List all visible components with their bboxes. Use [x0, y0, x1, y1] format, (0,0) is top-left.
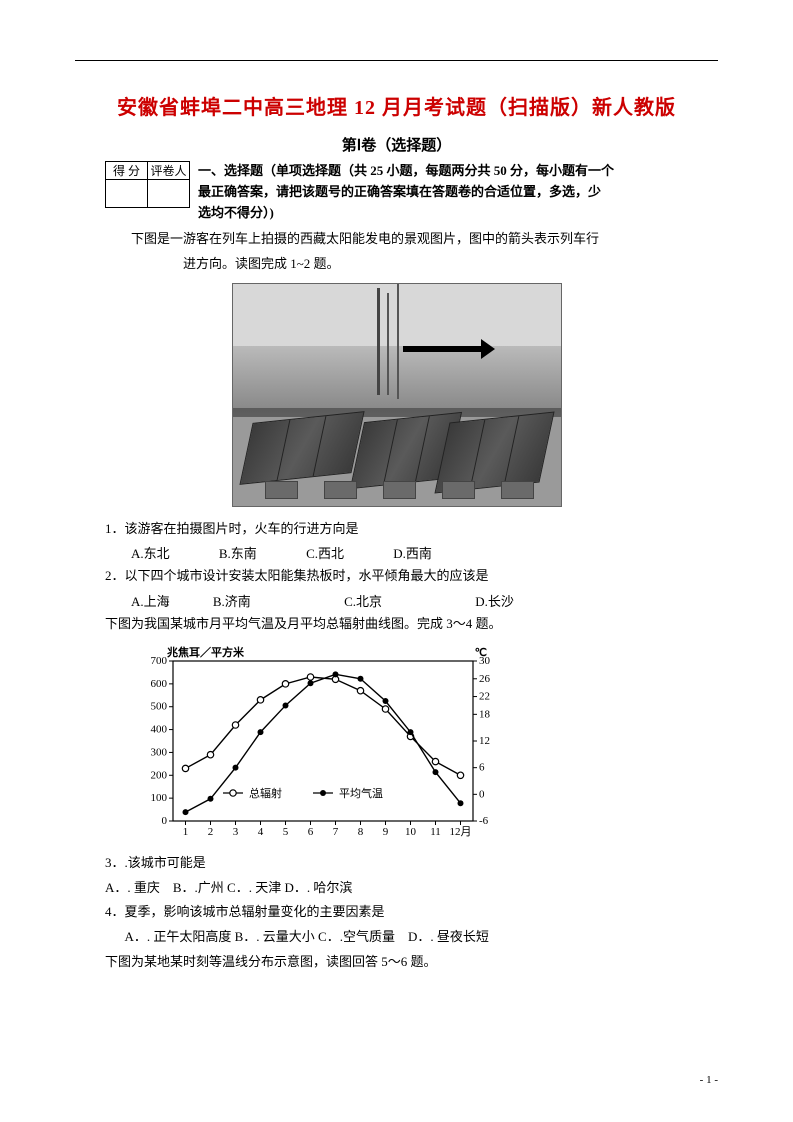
page-number: - 1 -: [700, 1074, 718, 1086]
instr-line-3: 选均不得分）): [198, 203, 614, 224]
svg-text:6: 6: [308, 826, 314, 838]
svg-text:1: 1: [183, 826, 189, 838]
svg-text:18: 18: [479, 708, 491, 720]
svg-text:600: 600: [151, 678, 168, 690]
svg-text:平均气温: 平均气温: [339, 786, 383, 800]
q3-stem: 3．.该城市可能是: [105, 851, 688, 876]
q2-opt-a: A.上海: [131, 591, 170, 610]
svg-text:200: 200: [151, 769, 168, 781]
score-col-1: 得 分: [106, 162, 148, 180]
svg-text:5: 5: [283, 826, 289, 838]
q2-opt-c: C.北京: [344, 591, 382, 610]
svg-text:7: 7: [333, 826, 339, 838]
svg-text:30: 30: [479, 655, 491, 667]
svg-text:700: 700: [151, 655, 168, 667]
solar-panel-photo: [232, 283, 562, 507]
svg-text:9: 9: [383, 826, 389, 838]
instr-line-2: 最正确答案，请把该题号的正确答案填在答题卷的合适位置，多选，少: [198, 182, 614, 203]
q3-options: A．. 重庆 B．.广州 C．. 天津 D．. 哈尔滨: [105, 876, 688, 901]
q2-options: A.上海 B.济南 C.北京 D.长沙: [131, 591, 688, 610]
chart-intro: 下图为我国某城市月平均气温及月平均总辐射曲线图。完成 3～4 题。: [105, 612, 688, 637]
q1-opt-b: B.东南: [219, 543, 257, 562]
svg-text:3: 3: [233, 826, 239, 838]
q4-stem: 4．夏季，影响该城市总辐射量变化的主要因素是: [105, 900, 688, 925]
svg-text:总辐射: 总辐射: [249, 786, 282, 800]
intro-para-2: 进方向。读图完成 1~2 题。: [105, 252, 688, 277]
svg-text:0: 0: [162, 815, 168, 827]
svg-text:500: 500: [151, 701, 168, 713]
score-col-2: 评卷人: [148, 162, 190, 180]
top-rule: [75, 60, 718, 61]
svg-text:100: 100: [151, 792, 168, 804]
svg-text:8: 8: [358, 826, 364, 838]
q2-opt-b: B.济南: [213, 591, 251, 610]
direction-arrow-icon: [403, 346, 483, 352]
svg-text:400: 400: [151, 723, 168, 735]
q1-stem: 1．该游客在拍摄图片时，火车的行进方向是: [105, 517, 688, 542]
instructions: 一、选择题（单项选择题（共 25 小题，每题两分共 50 分，每小题有一个 最正…: [198, 161, 614, 223]
svg-text:12月: 12月: [450, 826, 472, 838]
section-heading: 第Ⅰ卷（选择题）: [75, 134, 718, 155]
q1-opt-a: A.东北: [131, 543, 170, 562]
svg-text:2: 2: [208, 826, 214, 838]
q5-intro: 下图为某地某时刻等温线分布示意图，读图回答 5～6 题。: [105, 950, 688, 975]
svg-text:300: 300: [151, 746, 168, 758]
svg-text:11: 11: [430, 826, 441, 838]
intro-para-1: 下图是一游客在列车上拍摄的西藏太阳能发电的景观图片，图中的箭头表示列车行: [105, 227, 688, 252]
q2-opt-d: D.长沙: [475, 591, 514, 610]
instr-line-1: 一、选择题（单项选择题（共 25 小题，每题两分共 50 分，每小题有一个: [198, 161, 614, 182]
q1-opt-d: D.西南: [393, 543, 432, 562]
svg-text:兆焦耳／平方米: 兆焦耳／平方米: [167, 645, 245, 659]
svg-text:10: 10: [405, 826, 417, 838]
svg-text:-6: -6: [479, 815, 489, 827]
header-row: 得 分 评卷人 一、选择题（单项选择题（共 25 小题，每题两分共 50 分，每…: [105, 161, 688, 223]
svg-text:6: 6: [479, 761, 485, 773]
svg-text:0: 0: [479, 788, 485, 800]
score-blank-1: [106, 180, 148, 208]
q1-opt-c: C.西北: [306, 543, 344, 562]
radiation-temp-chart: 兆焦耳／平方米℃0100200300400500600700-606121822…: [135, 643, 718, 843]
svg-text:4: 4: [258, 826, 264, 838]
svg-text:12: 12: [479, 735, 490, 747]
svg-text:22: 22: [479, 690, 490, 702]
score-table: 得 分 评卷人: [105, 161, 190, 208]
q2-stem: 2．以下四个城市设计安装太阳能集热板时，水平倾角最大的应该是: [105, 564, 688, 589]
score-blank-2: [148, 180, 190, 208]
svg-text:26: 26: [479, 673, 491, 685]
document-title: 安徽省蚌埠二中高三地理 12 月月考试题（扫描版）新人教版: [75, 91, 718, 120]
q1-options: A.东北 B.东南 C.西北 D.西南: [131, 543, 688, 562]
q4-options: A．. 正午太阳高度 B．. 云量大小 C．.空气质量 D．. 昼夜长短: [105, 925, 688, 950]
